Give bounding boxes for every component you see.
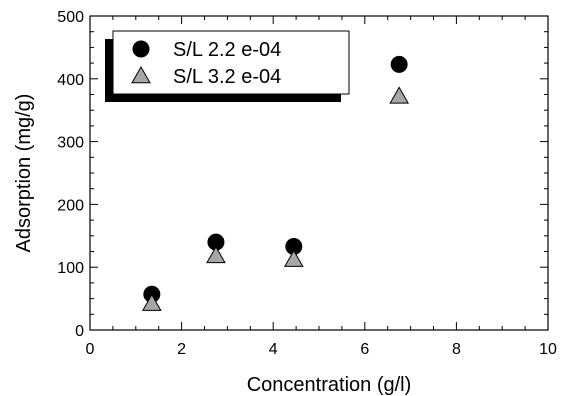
y-tick-label: 300 bbox=[57, 135, 84, 152]
y-tick-label: 100 bbox=[57, 260, 84, 277]
x-tick-label: 0 bbox=[86, 341, 95, 358]
data-point-triangle bbox=[141, 293, 162, 311]
data-point-triangle bbox=[389, 86, 410, 104]
data-point-circle bbox=[390, 55, 408, 73]
legend-marker bbox=[131, 65, 151, 84]
x-tick-label: 8 bbox=[452, 341, 461, 358]
data-point-triangle bbox=[206, 245, 226, 264]
legend-label: S/L 3.2 e-04 bbox=[173, 66, 281, 88]
legend-box bbox=[112, 30, 350, 95]
y-tick-label: 500 bbox=[57, 9, 84, 26]
y-tick-label: 0 bbox=[75, 323, 84, 340]
x-tick-label: 2 bbox=[177, 341, 186, 358]
legend: S/L 2.2 e-04 S/L 3.2 e-04 bbox=[105, 30, 350, 102]
legend-marker bbox=[132, 40, 150, 58]
y-axis-title: Adsorption (mg/g) bbox=[13, 94, 35, 253]
y-tick-label: 400 bbox=[57, 72, 84, 89]
y-tick-label: 200 bbox=[57, 197, 84, 214]
x-tick-label: 10 bbox=[539, 341, 557, 358]
data-point-triangle bbox=[283, 249, 304, 267]
data-points bbox=[141, 55, 410, 311]
legend-label: S/L 2.2 e-04 bbox=[173, 39, 281, 61]
x-tick-label: 4 bbox=[269, 341, 278, 358]
x-tick-label: 6 bbox=[360, 341, 369, 358]
x-axis-title: Concentration (g/l) bbox=[247, 374, 412, 396]
